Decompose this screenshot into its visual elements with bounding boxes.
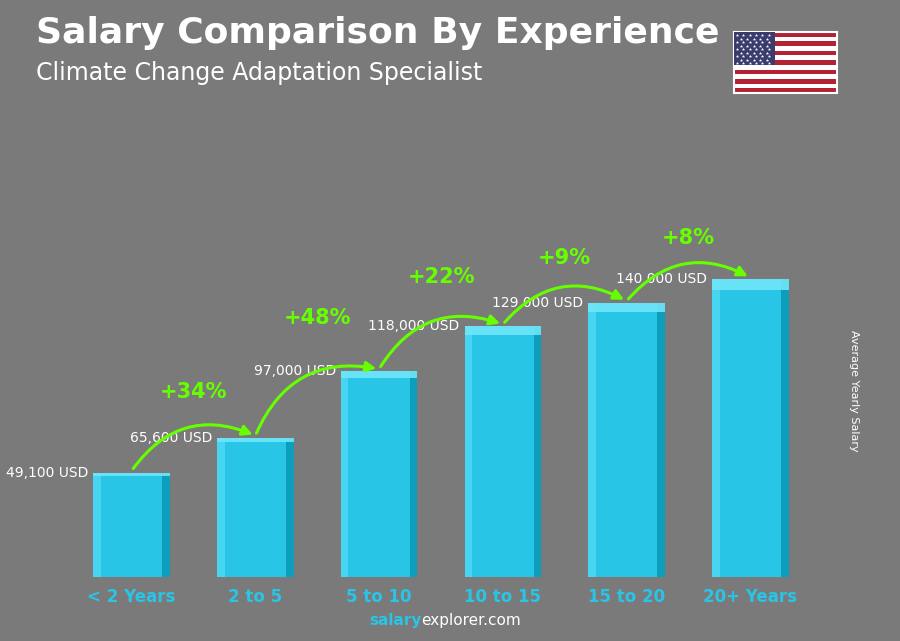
Bar <box>734 74 837 79</box>
Bar <box>734 46 837 51</box>
Text: +22%: +22% <box>407 267 475 287</box>
Bar <box>712 279 720 577</box>
Text: +34%: +34% <box>160 382 227 402</box>
Text: 49,100 USD: 49,100 USD <box>6 465 88 479</box>
Text: Salary Comparison By Experience: Salary Comparison By Experience <box>36 16 719 50</box>
Text: 65,600 USD: 65,600 USD <box>130 431 212 445</box>
Bar <box>464 326 541 335</box>
Bar <box>464 326 473 577</box>
Bar <box>589 303 665 577</box>
Bar <box>657 303 665 577</box>
Bar <box>94 472 170 577</box>
Bar <box>589 303 596 577</box>
Text: Average Yearly Salary: Average Yearly Salary <box>849 330 859 452</box>
Text: +48%: +48% <box>284 308 351 328</box>
Bar <box>94 472 101 577</box>
Bar <box>534 326 541 577</box>
Bar <box>734 51 837 56</box>
Bar <box>734 88 837 93</box>
Bar <box>734 42 837 46</box>
Bar <box>589 303 665 312</box>
Bar <box>734 60 837 65</box>
Text: 140,000 USD: 140,000 USD <box>616 272 707 287</box>
Bar <box>94 472 170 476</box>
Bar <box>341 371 418 378</box>
Bar <box>162 472 170 577</box>
Text: +8%: +8% <box>662 228 715 248</box>
Bar <box>217 438 225 577</box>
Bar <box>734 32 775 65</box>
Text: Climate Change Adaptation Specialist: Climate Change Adaptation Specialist <box>36 61 482 85</box>
Bar <box>217 438 293 442</box>
Bar <box>734 65 837 69</box>
Bar <box>734 83 837 88</box>
Bar <box>734 79 837 83</box>
Bar <box>286 438 293 577</box>
Bar <box>712 279 788 290</box>
Bar <box>464 326 541 577</box>
Bar <box>734 56 837 60</box>
Bar <box>341 371 348 577</box>
Text: 129,000 USD: 129,000 USD <box>492 296 583 310</box>
Text: 118,000 USD: 118,000 USD <box>368 319 460 333</box>
Text: explorer.com: explorer.com <box>421 613 521 628</box>
Bar <box>410 371 418 577</box>
Text: 97,000 USD: 97,000 USD <box>254 364 336 378</box>
Bar <box>341 371 418 577</box>
Bar <box>734 32 837 37</box>
Text: salary: salary <box>369 613 421 628</box>
Text: +9%: +9% <box>538 247 591 267</box>
Bar <box>734 37 837 42</box>
Bar <box>781 279 788 577</box>
Bar <box>217 438 293 577</box>
Bar <box>712 279 788 577</box>
Bar <box>734 69 837 74</box>
